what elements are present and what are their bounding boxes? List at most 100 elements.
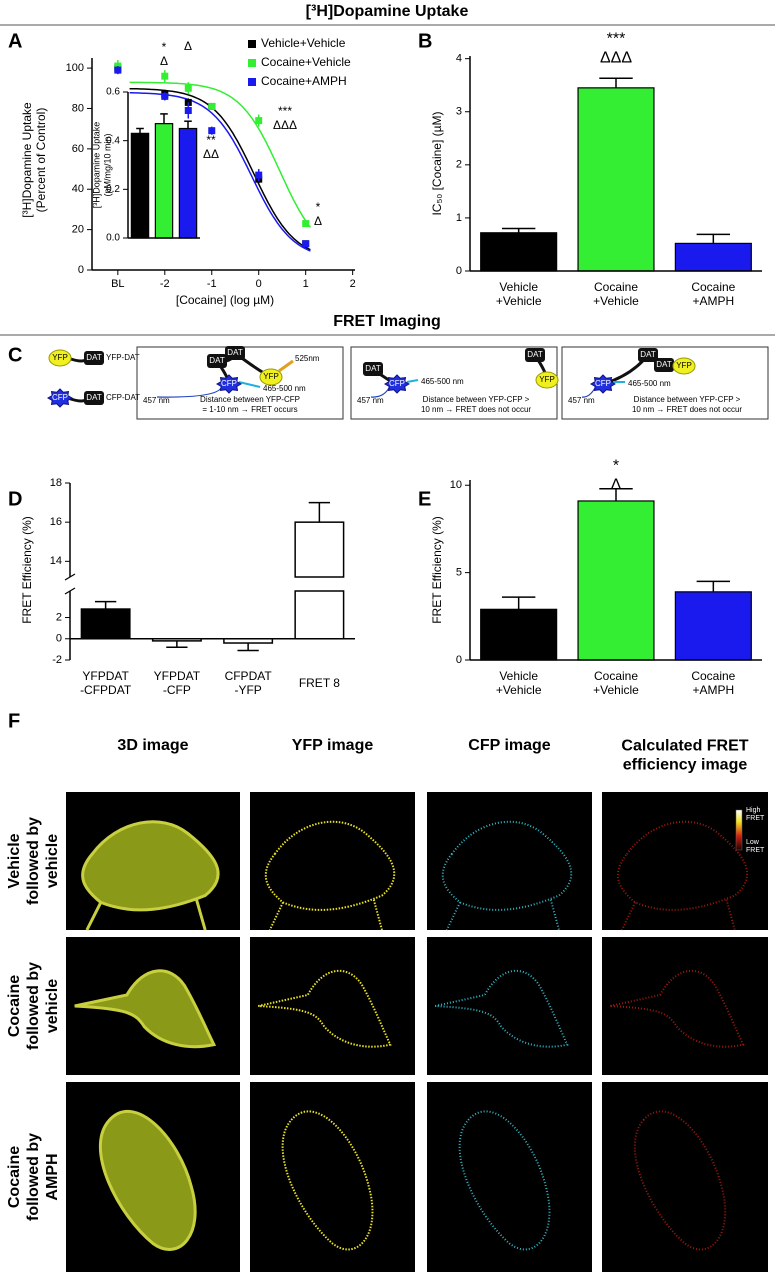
data-point — [302, 240, 310, 248]
colorbar-label: High FRET — [746, 807, 765, 822]
y-tick-label: 0.0 — [106, 233, 120, 244]
protein-label: DAT — [209, 356, 225, 365]
protein-label: DAT — [640, 350, 656, 359]
cell-outline — [266, 822, 394, 930]
excitation-arrow — [581, 387, 596, 398]
annotation: * Δ — [611, 458, 622, 494]
y-tick-label: 5 — [456, 567, 462, 579]
protein-label: CFP — [221, 379, 237, 388]
y-tick-label: 0 — [78, 264, 84, 276]
bar — [577, 500, 655, 661]
bar — [674, 242, 752, 272]
cell-outline — [635, 1111, 725, 1249]
bar — [178, 127, 198, 239]
y-tick-label: 14 — [50, 555, 62, 567]
annotation: Δ — [184, 39, 192, 53]
x-tick-label: BL — [111, 278, 124, 290]
yfp-protein — [259, 368, 283, 386]
protein-label: YFP — [52, 353, 68, 362]
y-tick-label: 0 — [456, 265, 462, 277]
micrograph — [250, 937, 415, 1075]
micrograph — [250, 792, 415, 930]
caption: Distance between YFP-CFP = 1-10 nm → FRET… — [200, 395, 300, 414]
x-tick-label: FRET 8 — [299, 676, 340, 690]
diagram-box — [561, 346, 769, 420]
x-tick-label: YFPDAT -CFPDAT — [80, 669, 132, 697]
micrograph — [602, 1082, 768, 1272]
y-axis-label: [³H]Dopamine Uptake(pM/mg/10 min) — [92, 122, 113, 209]
x-tick-label: Vehicle +Vehicle — [496, 669, 542, 697]
wavelength: 465-500 nm — [628, 379, 671, 388]
x-tick-label: YFPDAT -CFP — [154, 669, 201, 697]
section-title: [³H]Dopamine Uptake — [306, 3, 469, 20]
micrograph — [602, 937, 768, 1075]
protein-label: CFP — [389, 379, 405, 388]
yfp-protein — [672, 357, 696, 375]
legend-swatch — [248, 40, 256, 48]
annotation: * Δ — [314, 200, 322, 228]
y-axis-label: FRET Efficiency (%) — [430, 516, 444, 624]
y-tick-label: 80 — [72, 102, 84, 114]
fret-arrow — [278, 359, 294, 373]
yfp-protein — [48, 349, 72, 367]
row-label: Cocaine followed by vehicle — [6, 962, 61, 1050]
y-tick-label: 20 — [72, 224, 84, 236]
data-point — [114, 66, 122, 74]
protein-label: DAT — [86, 353, 102, 362]
column-header: YFP image — [292, 737, 374, 754]
protein-label: DAT — [656, 360, 672, 369]
emission-arrow — [238, 381, 261, 388]
x-tick-label: -2 — [160, 278, 170, 290]
x-tick-label: 1 — [303, 278, 309, 290]
y-tick-label: 16 — [50, 516, 62, 528]
bar — [80, 608, 131, 640]
x-tick-label: CFPDAT -YFP — [225, 669, 273, 697]
bar — [480, 232, 558, 272]
dat-protein — [225, 346, 245, 360]
axis-break — [64, 587, 76, 595]
protein-label: YFP — [676, 361, 692, 370]
caption: Distance between YFP-CFP >10 nm → FRET d… — [632, 395, 742, 414]
y-tick-label: 3 — [456, 106, 462, 118]
annotation: * Δ — [160, 40, 168, 68]
y-tick-label: 0.2 — [106, 184, 120, 195]
row-label: Cocaine followed by AMPH — [6, 1133, 61, 1221]
data-point — [255, 117, 263, 125]
protein-label: CFP — [595, 379, 611, 388]
micrograph — [427, 937, 592, 1075]
annotation: *** ΔΔΔ — [273, 104, 297, 132]
y-axis-label: IC₅₀ [Cocaine] (µM) — [430, 111, 444, 215]
cell-outline — [610, 971, 743, 1047]
legend-swatch — [248, 59, 256, 67]
cfp-protein — [215, 374, 243, 394]
row-label: Vehicle followed by vehicle — [6, 817, 61, 905]
column-header: 3D image — [117, 737, 188, 754]
protein-label: YFP — [539, 375, 555, 384]
micrograph — [427, 1082, 592, 1272]
dat-protein — [207, 354, 227, 368]
wavelength: 457 nm — [568, 396, 595, 405]
wavelength: 457 nm — [143, 396, 170, 405]
yfp-protein — [535, 371, 559, 389]
cfp-protein — [383, 374, 411, 394]
y-tick-label: 0.4 — [106, 135, 120, 146]
bar — [154, 123, 174, 239]
data-point — [161, 72, 169, 80]
bar — [577, 87, 655, 272]
panel-label: F — [8, 710, 20, 732]
y-tick-label: 100 — [66, 62, 84, 74]
y-tick-label: 0 — [56, 633, 62, 645]
y-axis-label: [³H]Dopamine Uptake(Percent of Control) — [20, 102, 48, 218]
x-tick-label: -1 — [207, 278, 217, 290]
dat-protein — [654, 358, 674, 372]
colorbar-label: Low FRET — [746, 839, 765, 854]
x-tick-label: 2 — [350, 278, 356, 290]
x-tick-label: 0 — [256, 278, 262, 290]
bar — [294, 590, 345, 640]
protein-label: CFP — [52, 393, 68, 402]
legend-label: Vehicle+Vehicle — [261, 36, 346, 50]
panel-label: C — [8, 344, 22, 366]
legend-label: CFP-DAT — [106, 393, 140, 402]
y-tick-label: 18 — [50, 477, 62, 489]
